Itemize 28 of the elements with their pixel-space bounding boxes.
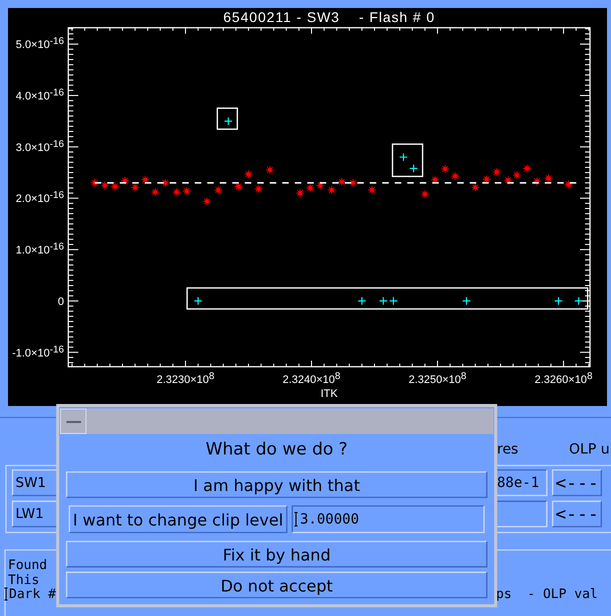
text: Found: [8, 558, 48, 572]
text: This: [8, 572, 40, 588]
text: OLP u: [569, 442, 610, 458]
x-axis-title: ITK: [320, 388, 338, 400]
y-tick-label: -1.0×10$^{-16}$: [12, 344, 64, 360]
text: ps - OLP val: [496, 586, 598, 602]
y-tick-label: 5.0×10$^{-16}$: [16, 36, 64, 52]
text: What do we do ?: [206, 440, 348, 460]
text: Fix it by hand: [222, 545, 331, 564]
text: I am happy with that: [193, 476, 360, 494]
text: 3.00000: [300, 512, 360, 528]
chart-title: 65400211 - SW3 - Flash # 0: [223, 9, 436, 25]
y-tick-label: 1.0×10$^{-16}$: [16, 242, 64, 257]
text: 88e-1: [497, 475, 540, 491]
y-tick-label: 4.0×10$^{-16}$: [16, 88, 64, 102]
y-tick-label: 0: [58, 296, 64, 308]
text: I want to change clip level: [72, 510, 284, 529]
x-tick-label: 2.3250×10$^{8}$: [408, 371, 467, 386]
y-tick-label: 3.0×10$^{-16}$: [16, 138, 64, 154]
y-tick-label: 2.0×10$^{-16}$: [16, 190, 64, 206]
x-tick-label: 2.3230×10$^{8}$: [156, 371, 215, 386]
x-tick-label: 2.3240×10$^{8}$: [282, 371, 341, 386]
text: Dark #: [9, 586, 56, 602]
text: SW1: [16, 475, 46, 491]
text: LW1: [16, 506, 44, 522]
text: res: [497, 442, 518, 458]
text: Do not accept: [220, 576, 333, 595]
x-tick-label: 2.3260×10$^{8}$: [534, 371, 593, 386]
